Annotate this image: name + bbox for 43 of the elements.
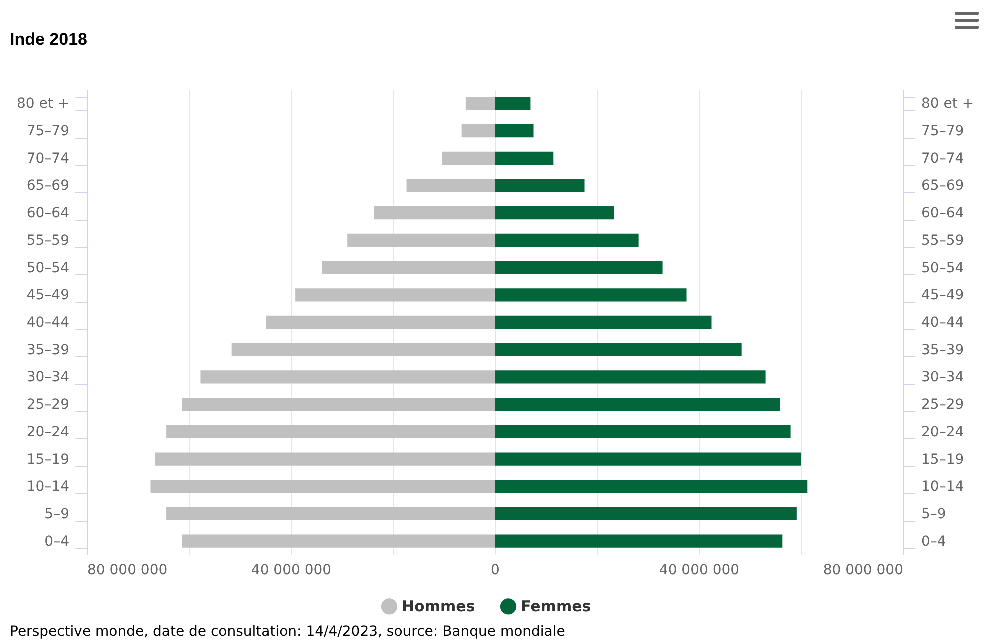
category-label: 50–54 bbox=[922, 260, 964, 276]
category-label: 0–4 bbox=[922, 534, 946, 550]
y-tick-label: 0–4 bbox=[44, 534, 70, 550]
category-label: 35–39 bbox=[922, 342, 964, 358]
category-label: 55–59 bbox=[922, 232, 964, 249]
y-tick-label: 10–14 bbox=[26, 479, 70, 496]
x-tick-label: 80 000 000 bbox=[88, 562, 168, 578]
legend-label: Hommes bbox=[402, 598, 476, 616]
y-tick-label: 65–69 bbox=[26, 178, 70, 194]
x-tick-label: 40 000 000 bbox=[251, 562, 332, 578]
y-tick-label: 15–19 bbox=[26, 452, 70, 468]
category-label: 80 et + bbox=[922, 96, 974, 112]
y-tick-label: 60–64 bbox=[26, 206, 70, 222]
x-tick-label: 80 000 000 bbox=[823, 562, 904, 578]
chart-title: Inde 2018 bbox=[10, 30, 88, 50]
category-label: 10–14 bbox=[922, 479, 964, 496]
y-tick-label: 35–39 bbox=[26, 342, 70, 358]
y-tick-label: 50–54 bbox=[26, 260, 70, 276]
category-label: 40–44 bbox=[922, 315, 964, 331]
category-label: 15–19 bbox=[922, 452, 964, 468]
y-tick-label: 70–74 bbox=[26, 150, 70, 167]
y-tick-label: 55–59 bbox=[26, 232, 70, 249]
y-tick-label: 40–44 bbox=[26, 315, 70, 331]
category-label: 5–9 bbox=[922, 506, 946, 522]
y-tick-label: 80 et + bbox=[16, 96, 70, 112]
category-label: 70–74 bbox=[922, 150, 964, 167]
x-tick-label: 0 bbox=[491, 562, 500, 578]
category-label: 60–64 bbox=[922, 206, 964, 222]
y-tick-label: 25–29 bbox=[26, 397, 70, 414]
y-tick-label: 30–34 bbox=[26, 370, 70, 386]
category-label: 65–69 bbox=[922, 178, 964, 194]
legend-label: Femmes bbox=[521, 598, 592, 616]
y-tick-label: 45–49 bbox=[26, 288, 70, 304]
text: Perspective monde, date de consultation: 14/4/2023, source: Banque mondiale bbox=[10, 624, 566, 640]
y-tick-label: 5–9 bbox=[44, 506, 70, 522]
y-tick-label: 20–24 bbox=[26, 424, 70, 440]
category-label: 20–24 bbox=[922, 424, 964, 440]
x-tick-label: 40 000 000 bbox=[659, 562, 740, 578]
y-tick-label: 75–79 bbox=[26, 124, 70, 140]
category-label: 45–49 bbox=[922, 288, 964, 304]
category-label: 25–29 bbox=[922, 397, 964, 414]
category-label: 30–34 bbox=[922, 370, 964, 386]
category-label: 75–79 bbox=[922, 124, 964, 140]
